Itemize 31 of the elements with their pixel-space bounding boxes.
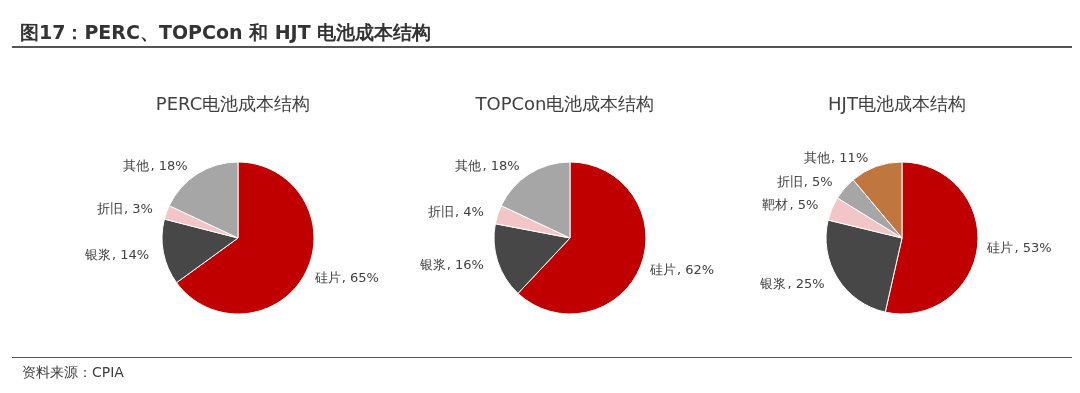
chart-title: HJT电池成本结构: [827, 92, 967, 116]
chart-title: PERC电池成本结构: [154, 92, 312, 116]
data-label: , 18%: [482, 157, 520, 173]
chart-title: TOPCon电池成本结构: [474, 92, 656, 116]
slice-label: 其他: [123, 157, 150, 173]
slice-label: 其他: [455, 157, 482, 173]
caption: 图17：PERC、TOPCon 和 HJT 电池成本结构: [20, 20, 432, 45]
data-label: , 11%: [831, 149, 869, 165]
data-label: , 14%: [112, 246, 150, 262]
data-label: , 25%: [787, 275, 825, 291]
data-label: , 62%: [676, 262, 715, 278]
data-label: , 5%: [789, 197, 819, 213]
slice-label: 硅片: [313, 269, 341, 285]
data-label: , 53%: [1014, 240, 1052, 256]
data-label: , 16%: [446, 257, 484, 273]
data-label: , 5%: [803, 174, 833, 190]
slice-label: 靶材: [762, 197, 789, 213]
slice-label: 硅片: [986, 240, 1014, 256]
slice-label: 银浆: [418, 257, 446, 273]
data-label: , 4%: [455, 203, 484, 219]
slice-label: 银浆: [84, 246, 112, 262]
data-label: , 3%: [123, 201, 153, 217]
data-label: , 18%: [150, 157, 188, 173]
slice-label: 银浆: [759, 275, 787, 291]
text: 资料来源：CPIA: [22, 364, 124, 382]
slice-label: 折旧: [96, 201, 123, 217]
slice-label: 硅片: [648, 262, 676, 278]
slice-label: 折旧: [428, 203, 455, 219]
slice-label: 折旧: [776, 174, 803, 190]
slice-label: 其他: [804, 149, 831, 165]
data-label: , 65%: [341, 269, 379, 285]
